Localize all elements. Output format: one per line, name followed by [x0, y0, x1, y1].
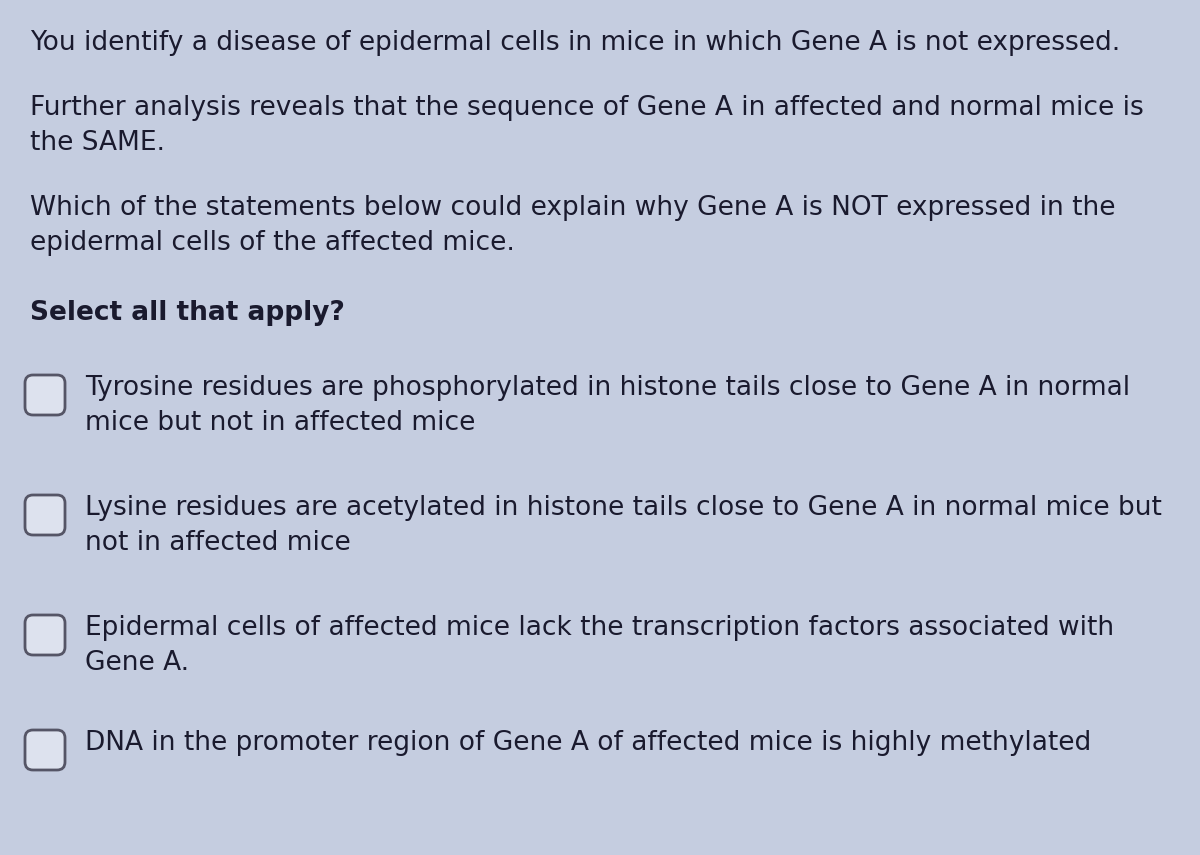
FancyBboxPatch shape [25, 615, 65, 655]
Text: You identify a disease of epidermal cells in mice in which Gene A is not express: You identify a disease of epidermal cell… [30, 30, 1121, 56]
Text: Epidermal cells of affected mice lack the transcription factors associated with
: Epidermal cells of affected mice lack th… [85, 615, 1114, 676]
FancyBboxPatch shape [25, 730, 65, 770]
Text: Tyrosine residues are phosphorylated in histone tails close to Gene A in normal
: Tyrosine residues are phosphorylated in … [85, 375, 1130, 436]
Text: Select all that apply?: Select all that apply? [30, 300, 344, 326]
FancyBboxPatch shape [25, 495, 65, 535]
Text: DNA in the promoter region of Gene A of affected mice is highly methylated: DNA in the promoter region of Gene A of … [85, 730, 1091, 756]
Text: Which of the statements below could explain why Gene A is NOT expressed in the
e: Which of the statements below could expl… [30, 195, 1116, 256]
Text: Lysine residues are acetylated in histone tails close to Gene A in normal mice b: Lysine residues are acetylated in histon… [85, 495, 1162, 556]
Text: Further analysis reveals that the sequence of Gene A in affected and normal mice: Further analysis reveals that the sequen… [30, 95, 1144, 156]
FancyBboxPatch shape [25, 375, 65, 415]
